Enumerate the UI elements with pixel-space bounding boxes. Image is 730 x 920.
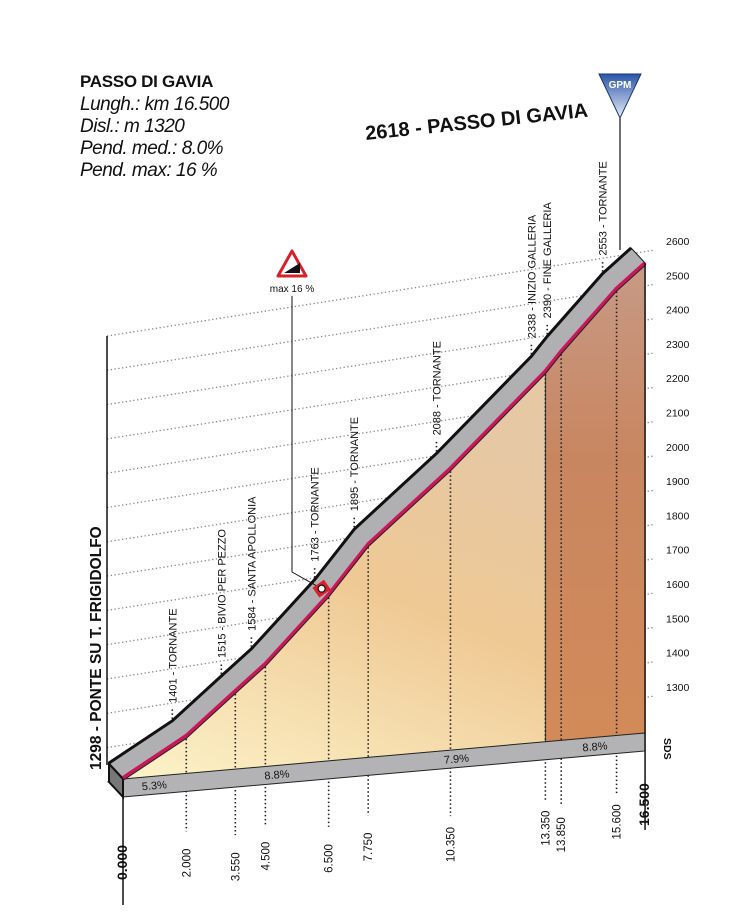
grid-line bbox=[106, 523, 656, 612]
waypoint-label: 2338 - INIZIO GALLERIA bbox=[526, 214, 538, 338]
summit-label: 2618 - PASSO DI GAVIA bbox=[364, 100, 589, 145]
km-tick-label: 6.500 bbox=[324, 844, 336, 873]
length-text: Lungh.: km 16.500 bbox=[80, 94, 229, 115]
waypoint-label: 1584 - SANTA APOLLONIA bbox=[246, 496, 258, 631]
grid-line bbox=[106, 558, 656, 646]
km-tick-label: 16.500 bbox=[636, 783, 652, 826]
route-line-shadow bbox=[122, 265, 646, 781]
elevation-tick-label: 2200 bbox=[666, 373, 690, 385]
km-tick-label: 7.750 bbox=[363, 833, 375, 862]
km-tick-label: 15.600 bbox=[612, 804, 624, 839]
profile-layer: 0.000 2.000 3.550 4.500 6.500 7.750 10.350 13.3… bbox=[108, 161, 652, 905]
avg-grade-text: Pend. med.: 8.0% bbox=[80, 138, 224, 159]
slope-glyph bbox=[284, 263, 300, 273]
segment-grade-label: 5.3% bbox=[141, 779, 167, 793]
km-tick-label: 0.000 bbox=[114, 845, 130, 880]
km-tick-label: 2.000 bbox=[181, 849, 193, 878]
final-section-area bbox=[545, 262, 646, 742]
climb-area bbox=[123, 371, 546, 779]
km-tick-label: 13.850 bbox=[556, 817, 568, 852]
gpm-triangle-icon bbox=[598, 73, 642, 120]
grid-line bbox=[106, 455, 656, 543]
waypoint-label: 1401 - TORNANTE bbox=[167, 608, 179, 702]
km-tick-label: 10.350 bbox=[445, 827, 457, 862]
gpm-badge: GPM bbox=[598, 73, 642, 250]
elevation-tick-label: 2400 bbox=[666, 305, 690, 317]
route-line bbox=[121, 261, 647, 780]
grid-line bbox=[106, 283, 656, 371]
grid-line bbox=[106, 420, 656, 509]
grid-line bbox=[106, 386, 656, 474]
start-label: 1298 - PONTE SU T. FRIGIDOLFO bbox=[88, 526, 105, 770]
elevation-tick-label: 2500 bbox=[666, 270, 690, 282]
grid-line bbox=[106, 592, 656, 680]
elevation-tick-label: 1900 bbox=[666, 476, 690, 488]
elevation-tick-label: 2300 bbox=[666, 339, 690, 351]
waypoint-label: 2553 - TORNANTE bbox=[598, 161, 610, 255]
segment-grade-label: 8.8% bbox=[582, 740, 608, 754]
grid-line bbox=[106, 352, 656, 440]
max-grade-text: Pend. max: 16 % bbox=[80, 160, 218, 181]
elevation-tick-label: 1700 bbox=[666, 545, 690, 557]
segment-grade-label: 7.9% bbox=[444, 752, 470, 766]
waypoint-label: 1895 - TORNANTE bbox=[349, 417, 361, 511]
grid-line bbox=[106, 317, 656, 406]
max-grade-sign: max 16 % bbox=[270, 249, 315, 295]
waypoint-label: 1763 - TORNANTE bbox=[310, 467, 322, 561]
max-grade-sign-label: max 16 % bbox=[270, 284, 315, 295]
max-grade-dot bbox=[317, 584, 326, 593]
grid-line bbox=[106, 249, 656, 337]
max-grade-pointer bbox=[291, 296, 322, 590]
km-tick-label: 13.350 bbox=[540, 811, 552, 846]
elevation-tick-label: 1800 bbox=[666, 510, 690, 522]
elevation-tick-label: 2600 bbox=[666, 236, 690, 248]
climb-text: Disl.: m 1320 bbox=[80, 116, 185, 137]
credit-sds: SDS bbox=[661, 738, 673, 760]
climb-title: PASSO DI GAVIA bbox=[80, 72, 214, 91]
segment-grade-label: 8.8% bbox=[264, 768, 290, 782]
waypoint-label: 2088 - TORNANTE bbox=[431, 341, 443, 435]
gpm-badge-text: GPM bbox=[609, 80, 632, 91]
km-tick-label: 3.550 bbox=[230, 852, 242, 881]
waypoint-label: 1515 - BIVIO PER PEZZO bbox=[216, 529, 228, 658]
elevation-tick-label: 1300 bbox=[666, 682, 690, 694]
elevation-tick-label: 2000 bbox=[666, 442, 690, 454]
waypoint-label: 2390 - FINE GALLERIA bbox=[542, 202, 554, 319]
climb-info: PASSO DI GAVIA Lungh.: km 16.500 Disl.: … bbox=[80, 72, 229, 182]
km-tick-label: 4.500 bbox=[260, 842, 272, 871]
elevation-tick-label: 1500 bbox=[666, 613, 690, 625]
elevation-tick-label: 1600 bbox=[666, 579, 690, 591]
road-top-edge bbox=[108, 246, 633, 765]
grid-line bbox=[106, 489, 656, 577]
elevation-tick-label: 2100 bbox=[666, 408, 690, 420]
elevation-tick-label: 1400 bbox=[666, 648, 690, 660]
